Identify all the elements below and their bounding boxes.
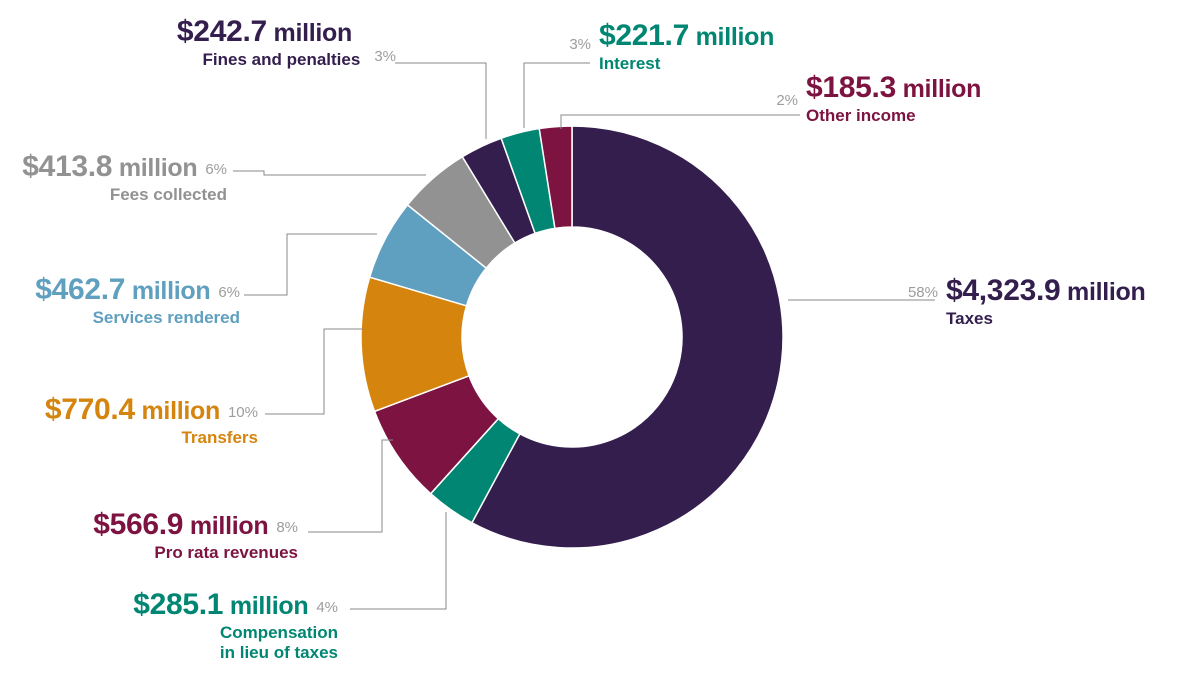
category-line: Transfers [181,428,258,447]
data-label-transfers: $770.4 million 10% Transfers [45,395,258,448]
label-top-row: $462.7 million 6% [35,275,240,305]
percent-label-pro-rata-revenues: 8% [276,519,298,536]
unit-label: million [223,592,309,620]
amount-taxes: $4,323.9 million [946,276,1146,306]
leader-line-other-income [560,114,800,129]
unit-label: million [183,512,269,540]
category-label-services-rendered: Services rendered [35,308,240,328]
data-label-fees-collected: $413.8 million 6% Fees collected [22,152,227,205]
category-label-taxes: Taxes [946,309,1146,329]
unit-label: million [1060,278,1146,306]
slice-other-income [538,125,573,230]
label-top-row: $566.9 million 8% [93,510,298,540]
data-label-services-rendered: $462.7 million 6% Services rendered [35,275,240,328]
category-line: Interest [599,54,661,73]
unit-label: million [134,397,221,425]
percent-label-other-income: 2% [776,92,798,109]
leader-line-transfers [265,328,364,415]
category-label-fees-collected: Fees collected [22,185,227,205]
value-label: $221.7 [599,19,689,52]
data-label-taxes: 58% $4,323.9 million Taxes [908,276,1146,329]
label-top-row: $221.7 million [599,21,774,51]
slice-taxes [470,125,784,549]
label-top-row: $185.3 million [806,73,981,103]
amount-pro-rata-revenues: $566.9 million [93,510,268,540]
category-row: 3% Interest [569,37,774,74]
category-label-pro-rata-revenues: Pro rata revenues [93,543,298,563]
category-label-compensation-in-lieu-of-taxes: Compensation in lieu of taxes [133,623,338,663]
leader-line-interest [523,62,590,128]
value-label: $185.3 [806,71,896,104]
value-label: $462.7 [35,273,126,306]
percent-label-fines-and-penalties: 3% [374,48,396,65]
amount-services-rendered: $462.7 million [35,275,210,305]
amount-fees-collected: $413.8 million [22,152,197,182]
percent-label-taxes: 58% [907,284,938,301]
amount-transfers: $770.4 million [45,395,220,425]
amount-fines-and-penalties: $242.7 million [177,17,352,47]
data-label-interest: $221.7 million 3% Interest [569,21,774,74]
category-label-fines-and-penalties: Fines and penalties [203,50,361,70]
category-label-other-income: Other income [806,106,916,126]
amount-compensation-in-lieu-of-taxes: $285.1 million [133,590,308,620]
amount-interest: $221.7 million [599,21,774,51]
data-label-pro-rata-revenues: $566.9 million 8% Pro rata revenues [93,510,298,563]
data-label-fines-and-penalties: $242.7 million Fines and penalties 3% [177,17,396,70]
label-top-row: $285.1 million 4% [133,590,338,620]
label-top-row: $413.8 million 6% [22,152,227,182]
data-label-compensation-in-lieu-of-taxes: $285.1 million 4% Compensation in lieu of t… [133,590,338,663]
leader-line-services-rendered [244,233,377,296]
leader-line-fees-collected [233,170,426,176]
category-line: Fines and penalties [202,50,361,69]
category-line: Taxes [946,309,993,328]
value-label: $4,323.9 [946,274,1061,307]
data-label-other-income: $185.3 million 2% Other income [776,73,981,126]
unit-label: million [125,277,211,305]
value-label: $770.4 [44,393,135,426]
percent-label-compensation-in-lieu-of-taxes: 4% [316,599,338,616]
category-line: in lieu of taxes [219,643,338,662]
category-line: Services rendered [92,308,240,327]
category-line: Other income [806,106,916,125]
value-label: $285.1 [133,588,224,621]
category-row: Fines and penalties 3% [177,47,396,70]
category-line: Fees collected [109,185,227,204]
percent-label-services-rendered: 6% [218,284,240,301]
value-label: $566.9 [93,508,184,541]
percent-label-fees-collected: 6% [205,161,227,178]
category-row: 2% Other income [776,93,981,126]
leader-line-pro-rata-revenues [308,439,393,533]
percent-label-transfers: 10% [227,404,258,421]
label-top-row: 58% $4,323.9 million [908,276,1146,306]
category-label-transfers: Transfers [45,428,258,448]
leader-line-fines-and-penalties [395,62,487,139]
label-top-row: $770.4 million 10% [45,395,258,425]
unit-label: million [266,19,353,47]
unit-label: million [112,154,198,182]
percent-label-interest: 3% [569,36,591,53]
label-top-row: $242.7 million [177,17,396,47]
category-label-interest: Interest [599,54,660,74]
category-line: Pro rata revenues [154,543,298,562]
value-label: $413.8 [22,150,113,183]
unit-label: million [688,23,775,51]
amount-other-income: $185.3 million [806,73,981,103]
unit-label: million [895,75,982,103]
category-line: Compensation [219,623,338,642]
leader-line-compensation-in-lieu-of-taxes [350,512,447,610]
value-label: $242.7 [176,15,267,48]
